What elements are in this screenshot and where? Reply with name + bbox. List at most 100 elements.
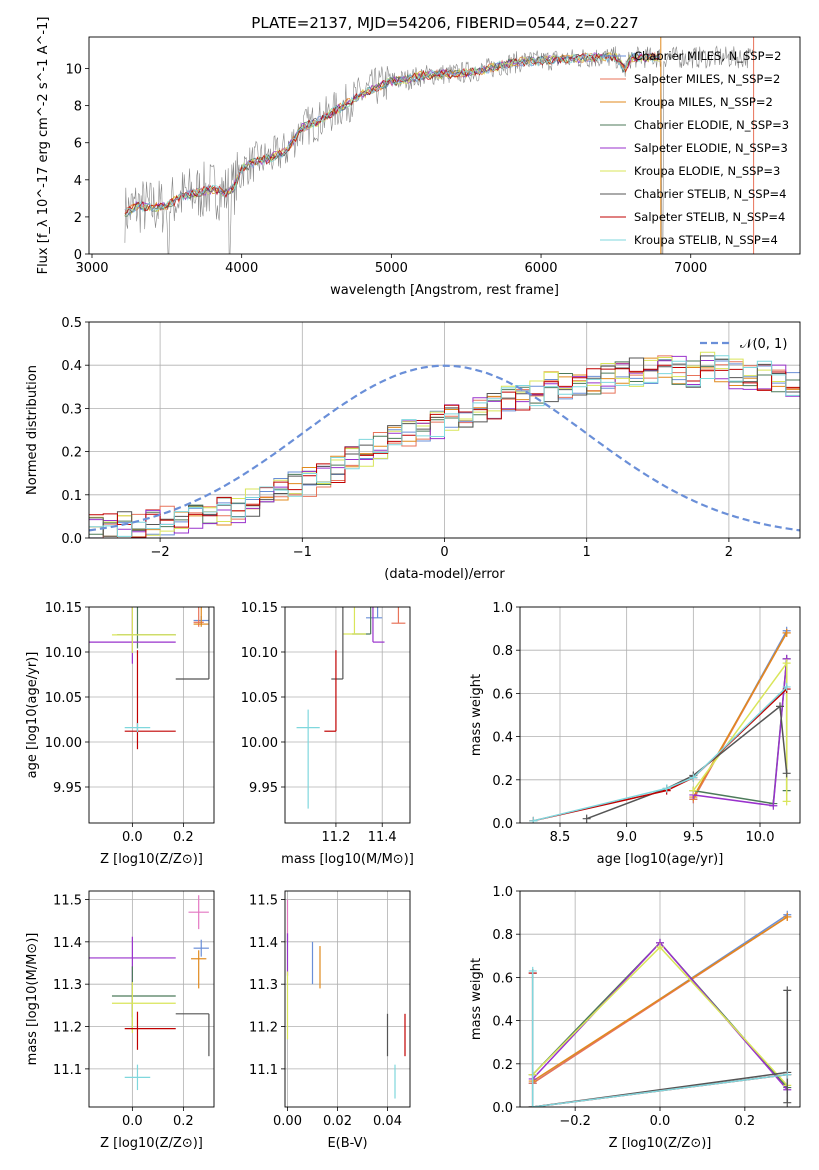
plot-frame <box>284 890 411 1108</box>
y-tick-label: 0.6 <box>492 971 513 986</box>
y-tick-label: 11.2 <box>53 1021 82 1036</box>
x-tick-label: 3000 <box>75 261 108 276</box>
x-tick-label: 0.0 <box>650 1114 671 1129</box>
weight-marker <box>776 702 784 711</box>
weight-line <box>531 970 788 1107</box>
plot-frame <box>88 36 801 255</box>
x-tick-label: 0.2 <box>173 830 194 845</box>
histogram-step <box>89 355 800 538</box>
spectrum-marks <box>124 37 755 254</box>
x-tick-label: 0 <box>440 545 448 560</box>
y-tick-label: 10.05 <box>241 691 278 706</box>
y-tick-label: 4 <box>74 174 82 189</box>
legend-label: 𝒩(0, 1) <box>740 337 787 352</box>
plot-frame <box>88 321 801 539</box>
y-axis-label: mass weight <box>469 674 484 756</box>
normal-curve <box>89 364 800 532</box>
y-tick-label: 0.6 <box>492 687 513 702</box>
x-tick-label: 1 <box>583 545 591 560</box>
x-axis-label: (data-model)/error <box>384 567 505 582</box>
mass-weight-vs-age-axes: 8.5 9.0 9.5 10.0 0.0 0.2 0.4 0.6 0.8 1.0 age [log1… <box>469 601 800 867</box>
y-tick-label: 1.0 <box>492 885 513 900</box>
y-tick-label: 6 <box>74 137 82 152</box>
x-tick-label: 0.00 <box>273 1114 302 1129</box>
mass-vs-EBV-axes: 0.00 0.02 0.04 11.1 11.2 11.3 11.4 11.5 E(B-V) <box>249 891 410 1151</box>
age-vs-Z-marks <box>89 607 210 750</box>
y-tick-label: 10.15 <box>45 601 82 616</box>
plot-frame <box>88 606 215 824</box>
y-tick-label: 0.1 <box>61 489 82 504</box>
y-tick-label: 11.1 <box>53 1063 82 1078</box>
age-vs-mass-axes: 11.2 11.4 9.95 10.00 10.05 10.10 10.15 mass [lo… <box>241 601 414 867</box>
x-tick-label: 0.0 <box>122 830 143 845</box>
y-tick-label: 8 <box>74 100 82 115</box>
weight-marker <box>782 659 791 668</box>
weight-marker <box>783 912 792 921</box>
y-tick-label: 0.4 <box>492 731 513 746</box>
weight-line <box>532 916 788 1082</box>
mass-vs-Z-axes: 0.0 0.2 11.1 11.2 11.3 11.4 11.5 Z [log10(Z/Z⊙)… <box>25 891 214 1151</box>
y-tick-label: 10.00 <box>45 736 82 751</box>
y-tick-label: 11.3 <box>53 978 82 993</box>
x-axis-label: E(B-V) <box>327 1136 367 1151</box>
legend-label: Kroupa ELODIE, N_SSP=3 <box>634 164 780 178</box>
plot-frame <box>519 890 801 1108</box>
x-tick-label: 9.0 <box>616 830 637 845</box>
y-tick-label: 11.1 <box>249 1063 278 1078</box>
weight-line <box>693 658 788 805</box>
weight-marker <box>689 773 698 782</box>
y-axis-label: Flux [f_λ 10^-17 erg cm^-2 s^-1 A^-1] <box>36 17 51 275</box>
mass-weight-vs-age-marks <box>529 626 791 823</box>
y-tick-label: 0.3 <box>61 402 82 417</box>
x-tick-label: 0.02 <box>323 1114 352 1129</box>
x-tick-label: 11.4 <box>368 830 397 845</box>
y-tick-label: 11.4 <box>53 936 82 951</box>
weight-marker <box>528 1103 537 1107</box>
x-tick-label: 11.2 <box>321 830 350 845</box>
y-tick-label: 10.05 <box>45 691 82 706</box>
y-tick-label: 9.95 <box>249 781 278 796</box>
legend-label: Salpeter STELIB, N_SSP=4 <box>634 210 785 224</box>
y-tick-label: 0.0 <box>492 1101 513 1116</box>
weight-marker <box>783 986 792 995</box>
y-tick-label: 2 <box>74 211 82 226</box>
legend-label: Salpeter ELODIE, N_SSP=3 <box>634 141 788 155</box>
y-axis-label: Normed distribution <box>25 365 40 495</box>
residuals-legend: 𝒩(0, 1) <box>700 337 787 352</box>
weight-line <box>533 686 788 822</box>
y-tick-label: 11.2 <box>249 1021 278 1036</box>
x-tick-label: 5000 <box>375 261 408 276</box>
plot-frame <box>519 606 801 824</box>
legend-label: Chabrier MILES, N_SSP=2 <box>634 49 781 63</box>
y-axis-label: mass [log10(M/M⊙)] <box>25 933 40 1066</box>
weight-marker <box>689 786 698 795</box>
plot-frame <box>284 606 411 824</box>
figure-title: PLATE=2137, MJD=54206, FIBERID=0544, z=0… <box>251 14 638 32</box>
weight-marker <box>656 943 664 952</box>
x-tick-label: −1 <box>293 545 312 560</box>
y-tick-label: 10.10 <box>45 646 82 661</box>
model-spectrum-line <box>124 52 660 213</box>
mass-weight-vs-Z-marks <box>528 910 792 1107</box>
x-axis-label: Z [log10(Z/Z⊙)] <box>100 1136 203 1151</box>
x-tick-label: 0.2 <box>735 1114 756 1129</box>
x-tick-label: 2 <box>725 545 733 560</box>
y-tick-label: 0 <box>74 248 82 263</box>
weight-marker <box>783 1098 792 1107</box>
x-axis-label: mass [log10(M/M⊙)] <box>281 852 414 867</box>
x-axis-label: Z [log10(Z/Z⊙)] <box>609 1136 712 1151</box>
x-tick-label: −0.2 <box>559 1114 591 1129</box>
y-tick-label: 9.95 <box>53 781 82 796</box>
weight-marker <box>528 966 537 975</box>
mass-vs-Z-marks <box>89 895 210 1091</box>
x-tick-label: −2 <box>151 545 170 560</box>
y-tick-label: 11.3 <box>249 978 278 993</box>
weight-marker <box>782 628 791 637</box>
x-tick-label: 0.04 <box>373 1114 402 1129</box>
histogram-step <box>89 355 800 537</box>
y-axis-label: age [log10(age/yr)] <box>25 652 40 779</box>
y-tick-label: 0.0 <box>61 532 82 547</box>
weight-marker <box>662 784 671 793</box>
y-tick-label: 0.4 <box>61 359 82 374</box>
weight-marker <box>529 816 538 823</box>
